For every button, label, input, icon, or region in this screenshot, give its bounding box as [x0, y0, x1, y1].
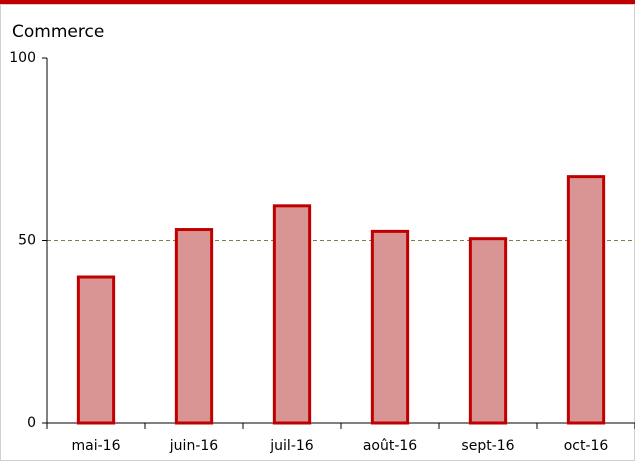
y-tick-label: 50: [18, 233, 36, 249]
bar: [76, 275, 116, 425]
bar: [174, 228, 214, 425]
chart-title: Commerce: [12, 22, 104, 42]
x-tick-label: juil-16: [269, 438, 314, 454]
x-tick-label: juin-16: [169, 438, 218, 454]
y-tick-label: 0: [27, 415, 36, 431]
bar: [370, 229, 410, 425]
y-tick-label: 100: [9, 50, 36, 66]
bar: [468, 237, 508, 425]
x-tick-label: mai-16: [72, 438, 121, 454]
bar: [566, 175, 606, 425]
x-tick-label: août-16: [363, 438, 417, 454]
top-band: [0, 0, 635, 4]
x-tick-label: sept-16: [461, 438, 514, 454]
bar: [272, 204, 312, 425]
x-tick-label: oct-16: [564, 438, 609, 454]
